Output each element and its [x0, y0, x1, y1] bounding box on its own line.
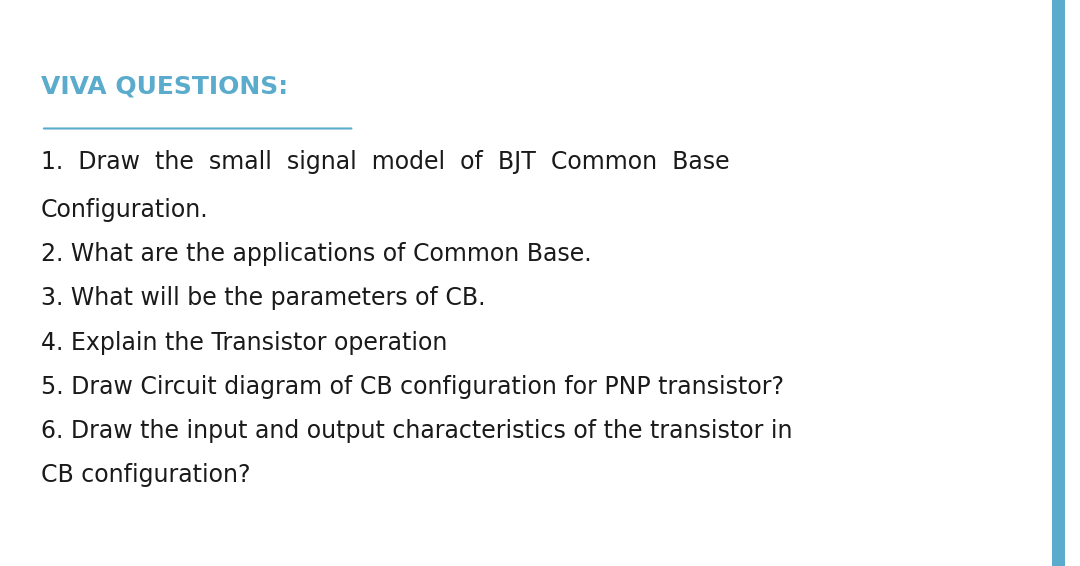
- Bar: [1052, 0, 1065, 566]
- Text: CB configuration?: CB configuration?: [41, 463, 251, 487]
- Text: 6. Draw the input and output characteristics of the transistor in: 6. Draw the input and output characteris…: [41, 419, 793, 443]
- Text: 2. What are the applications of Common Base.: 2. What are the applications of Common B…: [41, 242, 592, 266]
- Text: 4. Explain the Transistor operation: 4. Explain the Transistor operation: [41, 331, 447, 354]
- Text: VIVA QUESTIONS:: VIVA QUESTIONS:: [41, 75, 288, 98]
- Text: 3. What will be the parameters of CB.: 3. What will be the parameters of CB.: [41, 286, 486, 310]
- Text: 5. Draw Circuit diagram of CB configuration for PNP transistor?: 5. Draw Circuit diagram of CB configurat…: [41, 375, 784, 398]
- Text: Configuration.: Configuration.: [41, 198, 208, 222]
- Text: 1.  Draw  the  small  signal  model  of  BJT  Common  Base: 1. Draw the small signal model of BJT Co…: [41, 150, 730, 174]
